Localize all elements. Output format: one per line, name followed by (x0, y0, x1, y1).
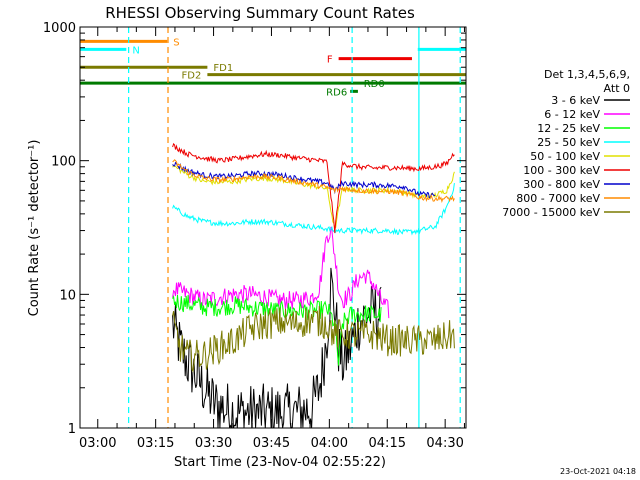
y-tick-label: 1 (68, 422, 76, 437)
flag-label: RD0 (364, 79, 385, 90)
legend-label: 800 - 7000 keV (516, 192, 600, 205)
footer-timestamp: 23-Oct-2021 04:18 (560, 467, 636, 476)
series-line (172, 159, 455, 203)
y-tick-label: 1000 (43, 21, 76, 36)
y-tick-label: 100 (51, 155, 76, 170)
legend-label: 300 - 800 keV (523, 178, 600, 191)
flag-label: F (327, 55, 333, 66)
series-line (172, 305, 455, 373)
vertical-markers (128, 27, 461, 428)
x-tick-label: 03:15 (137, 436, 174, 451)
x-tick-label: 04:30 (426, 436, 463, 451)
x-tick-label: 03:00 (79, 436, 116, 451)
legend-label: 25 - 50 keV (537, 136, 600, 149)
y-axis: 1 10 100 1000 (43, 21, 466, 437)
series-line (172, 164, 455, 230)
chart-title: RHESSI Observing Summary Count Rates (105, 4, 415, 22)
x-tick-label: 03:45 (253, 436, 290, 451)
legend-label: 3 - 6 keV (551, 94, 600, 107)
legend-label: 100 - 300 keV (523, 164, 600, 177)
x-tick-label: 04:15 (369, 436, 406, 451)
legend-header: Det 1,3,4,5,6,9, (544, 68, 630, 81)
legend-label: 6 - 12 keV (544, 108, 600, 121)
x-axis-label: Start Time (23-Nov-04 02:55:22) (174, 455, 386, 470)
flag-label: N (132, 45, 139, 56)
flag-label: S (173, 37, 179, 48)
flag-bars: S N F FD1 FD2 RD0 RD6 (80, 37, 466, 98)
series-line (172, 161, 436, 199)
x-tick-label: 04:00 (311, 436, 348, 451)
x-tick-label: 03:30 (195, 436, 232, 451)
flag-label: RD6 (326, 87, 347, 98)
x-axis: 03:00 03:15 03:30 03:45 04:00 04:15 04:30 (79, 27, 465, 451)
y-axis-label: Count Rate (s⁻¹ detector⁻¹) (27, 140, 42, 317)
legend-header: Att 0 (604, 82, 630, 95)
series-line (172, 183, 455, 236)
legend-label: 7000 - 15000 keV (502, 206, 600, 219)
series-line (172, 294, 382, 366)
series-line (172, 142, 455, 234)
plot-frame (79, 26, 467, 429)
y-tick-label: 10 (59, 288, 76, 303)
legend-label: 50 - 100 keV (530, 150, 600, 163)
legend-label: 12 - 25 keV (537, 122, 600, 135)
flag-label: FD2 (182, 71, 202, 82)
flag-label: FD1 (213, 63, 233, 74)
data-series (172, 142, 455, 429)
